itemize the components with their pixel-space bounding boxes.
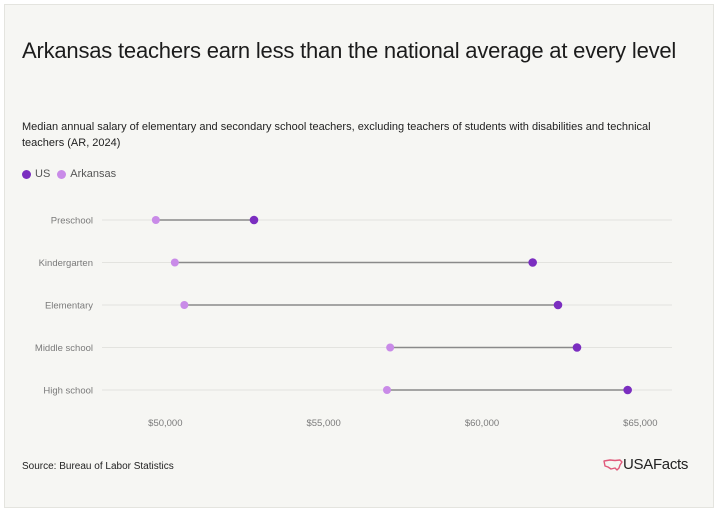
x-tick-label: $55,000: [306, 418, 340, 429]
legend-swatch-arkansas: [57, 169, 67, 179]
category-label: Preschool: [51, 216, 93, 227]
arkansas-point: [383, 386, 391, 394]
x-tick-label: $65,000: [623, 418, 657, 429]
us-map-icon: [603, 458, 623, 471]
us-point: [623, 385, 632, 395]
chart-title: Arkansas teachers earn less than the nat…: [22, 38, 677, 63]
legend-item-us: US: [22, 168, 50, 180]
logo-text: USAFacts: [623, 456, 689, 473]
usafacts-logo: USAFacts: [603, 456, 688, 473]
us-point: [528, 258, 537, 267]
arkansas-point: [386, 343, 395, 352]
legend-swatch-us: [22, 169, 31, 179]
category-label: Middle school: [35, 343, 93, 354]
category-label: Elementary: [45, 301, 93, 312]
category-label: High school: [43, 386, 93, 397]
category-label: Kindergarten: [39, 258, 93, 269]
chart-card: [4, 4, 714, 508]
x-tick-label: $50,000: [148, 418, 182, 429]
legend: US Arkansas: [22, 168, 123, 180]
chart-subtitle: Median annual salary of elementary and s…: [22, 121, 651, 149]
us-point: [572, 343, 582, 352]
arkansas-point: [151, 216, 160, 224]
us-point: [553, 300, 563, 310]
legend-label-arkansas: Arkansas: [70, 168, 117, 180]
legend-item-arkansas: Arkansas: [57, 168, 116, 180]
x-tick-label: $60,000: [465, 418, 499, 429]
arkansas-point: [180, 301, 189, 309]
source-note: Source: Bureau of Labor Statistics: [22, 461, 174, 472]
arkansas-point: [170, 258, 179, 267]
legend-label-us: US: [35, 168, 51, 180]
us-point: [249, 215, 259, 225]
